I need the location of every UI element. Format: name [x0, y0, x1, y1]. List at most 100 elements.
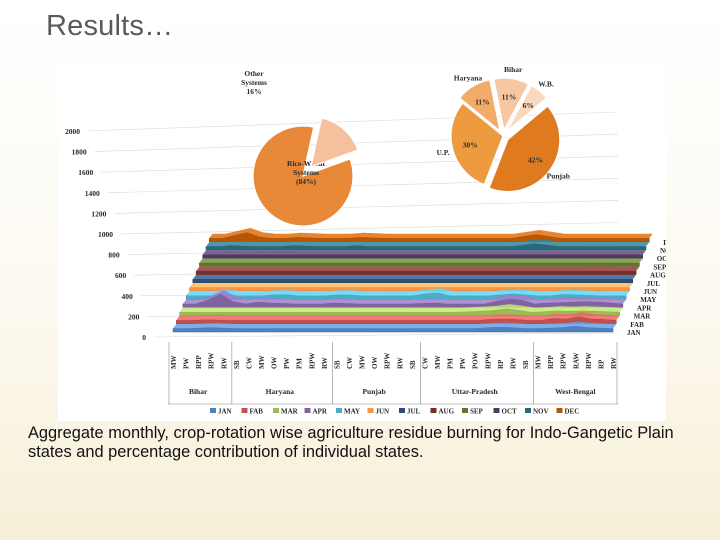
- ribbon-top-apr: [182, 289, 627, 304]
- gridline: [114, 200, 619, 214]
- depth-label: JUN: [644, 288, 658, 296]
- y-tick-label: 1800: [72, 148, 87, 157]
- x-tick-label: RP: [597, 359, 605, 369]
- x-tick-label: PM: [447, 358, 455, 369]
- ribbon-oct: [202, 254, 643, 259]
- y-tick-label: 600: [115, 271, 127, 280]
- legend-swatch: [336, 408, 342, 413]
- legend-swatch: [556, 408, 563, 413]
- legend-label: MAR: [281, 408, 299, 416]
- pie-label: Systems: [293, 168, 319, 177]
- x-group-label: Bihar: [189, 387, 208, 396]
- gridline: [87, 111, 619, 132]
- legend-swatch: [462, 408, 468, 413]
- x-tick-label: RPP: [547, 355, 555, 369]
- x-tick-label: CW: [421, 357, 429, 369]
- legend-label: SEP: [470, 408, 484, 416]
- x-tick-label: PM: [296, 358, 304, 369]
- y-tick-label: 1200: [91, 209, 106, 218]
- gridline: [120, 222, 619, 235]
- pie-value-label: 30%: [463, 141, 478, 150]
- ribbon-top-jun: [189, 283, 633, 288]
- x-tick-label: POW: [472, 352, 480, 369]
- x-tick-label: RPW: [585, 353, 593, 369]
- x-tick-label: RW: [321, 357, 329, 369]
- pie-label: Rice-Wheat: [287, 159, 325, 168]
- chart-ribbons: [172, 228, 653, 333]
- depth-label: MAY: [640, 296, 656, 304]
- pie-label: U.P.: [437, 148, 450, 157]
- pie-slice: [450, 102, 504, 186]
- legend-swatch: [525, 408, 531, 413]
- x-tick-label: MW: [258, 355, 266, 369]
- x-tick-label: RW: [396, 357, 404, 369]
- x-tick-label: RPW: [208, 353, 216, 369]
- pie-slice: [493, 77, 530, 132]
- ribbon-top-dec: [209, 228, 653, 239]
- ribbon-top-oct: [202, 250, 646, 255]
- legend-label: APR: [313, 408, 328, 416]
- ribbon-top-jan: [173, 321, 617, 329]
- pie-slice: [506, 84, 548, 132]
- pie-label: Bihar: [504, 65, 523, 74]
- legend-swatch: [273, 408, 279, 413]
- y-axis: 0 200 400 600 800 1000 1200 1400 1600 1800 2000: [65, 127, 146, 342]
- legend-label: MAY: [344, 408, 360, 416]
- x-tick-label: CW: [245, 357, 253, 369]
- chart-legend: JAN FAB MAR APR MAY JUN JUL AUG SEP OCT NOV DEC: [210, 408, 579, 416]
- legend-swatch: [399, 408, 405, 413]
- x-tick-label: RPW: [484, 353, 492, 369]
- y-tick-label: 1000: [98, 230, 113, 239]
- pie-label: Haryana: [454, 74, 483, 83]
- pie-chart-states: 42% Punjab 30% U.P. 11% Haryana 11% Bihar 6% W.B.: [437, 65, 570, 193]
- legend-label: AUG: [439, 408, 455, 416]
- gridline: [107, 178, 619, 194]
- x-tick-label: MW: [434, 355, 442, 369]
- x-tick-label: RPW: [560, 353, 568, 369]
- ribbon-top-fab: [176, 312, 620, 321]
- legend-label: DEC: [565, 408, 580, 416]
- x-tick-label: SB: [233, 360, 241, 369]
- depth-label: OCT: [657, 255, 666, 263]
- depth-label: MAR: [634, 313, 652, 321]
- pie-value-label: 16%: [247, 87, 262, 96]
- depth-label: NOV: [660, 247, 666, 255]
- x-tick-label: PW: [183, 358, 191, 369]
- figure-caption: Aggregate monthly, crop-rotation wise ag…: [28, 424, 674, 461]
- x-tick-label: RAW: [572, 353, 580, 369]
- legend-label: JUL: [407, 408, 421, 416]
- legend-swatch: [304, 408, 311, 413]
- x-tick-label: RPP: [195, 355, 203, 369]
- pie-label: W.B.: [538, 79, 554, 88]
- legend-swatch: [430, 408, 437, 413]
- x-axis: MW PW RPP RPW RW SB CW MW OW PW PM RPW RW SB CW MW OW RPW…: [168, 342, 618, 405]
- pie-value-label: 42%: [528, 155, 543, 164]
- x-tick-label: RW: [220, 357, 228, 369]
- y-tick-label: 400: [122, 292, 134, 301]
- ribbon-top-aug: [196, 266, 640, 272]
- x-tick-label: RP: [497, 359, 505, 369]
- pie-label: Punjab: [547, 172, 570, 181]
- legend-swatch: [493, 408, 500, 413]
- pie-value-label: 11%: [475, 98, 490, 107]
- x-tick-label: SB: [522, 360, 530, 369]
- pie-value-label: 11%: [502, 92, 517, 101]
- ribbon-top-nov: [206, 239, 650, 247]
- gridline: [153, 332, 619, 338]
- y-tick-label: 800: [108, 251, 120, 260]
- pie-slice: [488, 105, 561, 193]
- legend-swatch: [210, 408, 216, 413]
- ribbon-top-sep: [199, 258, 643, 263]
- x-tick-label: PW: [459, 358, 467, 369]
- x-group-label: Haryana: [266, 387, 295, 396]
- depth-label: APR: [637, 304, 652, 312]
- x-tick-label: OW: [271, 357, 279, 369]
- pie-label: Other: [244, 69, 264, 78]
- y-tick-label: 200: [128, 312, 140, 321]
- x-tick-label: MW: [535, 355, 543, 369]
- legend-swatch: [367, 408, 374, 413]
- x-tick-label: CW: [346, 357, 354, 369]
- legend-label: JUN: [376, 408, 390, 416]
- ribbon-jul: [192, 279, 634, 284]
- x-tick-label: RPW: [384, 353, 392, 369]
